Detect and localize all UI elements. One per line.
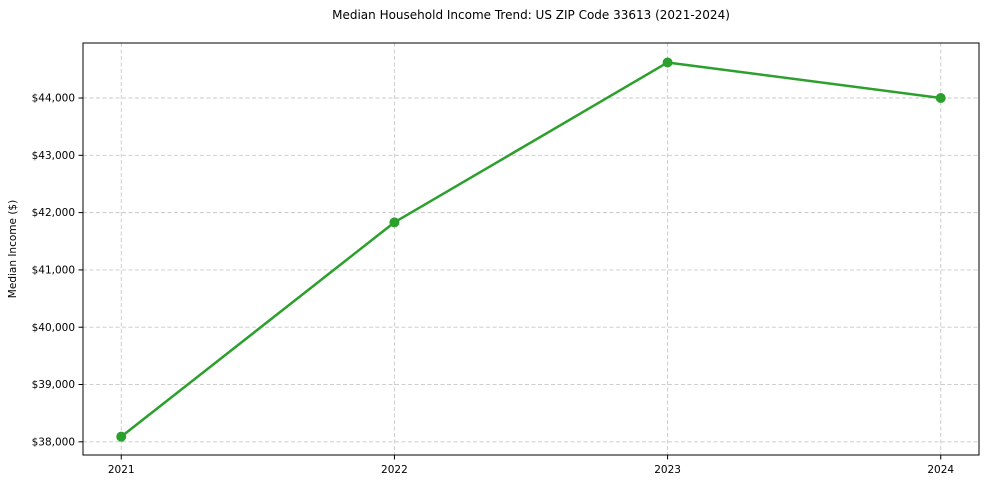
data-point xyxy=(935,93,946,104)
y-tick-label: $39,000 xyxy=(32,379,75,391)
y-tick-label: $41,000 xyxy=(32,264,75,276)
y-tick-label: $43,000 xyxy=(32,150,75,162)
y-tick-label: $44,000 xyxy=(32,93,75,105)
x-tick-label: 2023 xyxy=(654,464,681,476)
x-tick-label: 2024 xyxy=(927,464,954,476)
y-tick-label: $40,000 xyxy=(32,322,75,334)
y-axis-label: Median Income ($) xyxy=(7,200,19,298)
data-point xyxy=(116,431,127,442)
y-tick-label: $38,000 xyxy=(32,436,75,448)
data-point xyxy=(389,217,400,228)
chart-title: Median Household Income Trend: US ZIP Co… xyxy=(332,8,730,22)
data-point xyxy=(662,57,673,68)
y-tick-label: $42,000 xyxy=(32,207,75,219)
plot-border xyxy=(82,42,980,456)
x-tick-label: 2021 xyxy=(108,464,135,476)
x-tick-label: 2022 xyxy=(381,464,408,476)
trend-line xyxy=(119,61,943,438)
